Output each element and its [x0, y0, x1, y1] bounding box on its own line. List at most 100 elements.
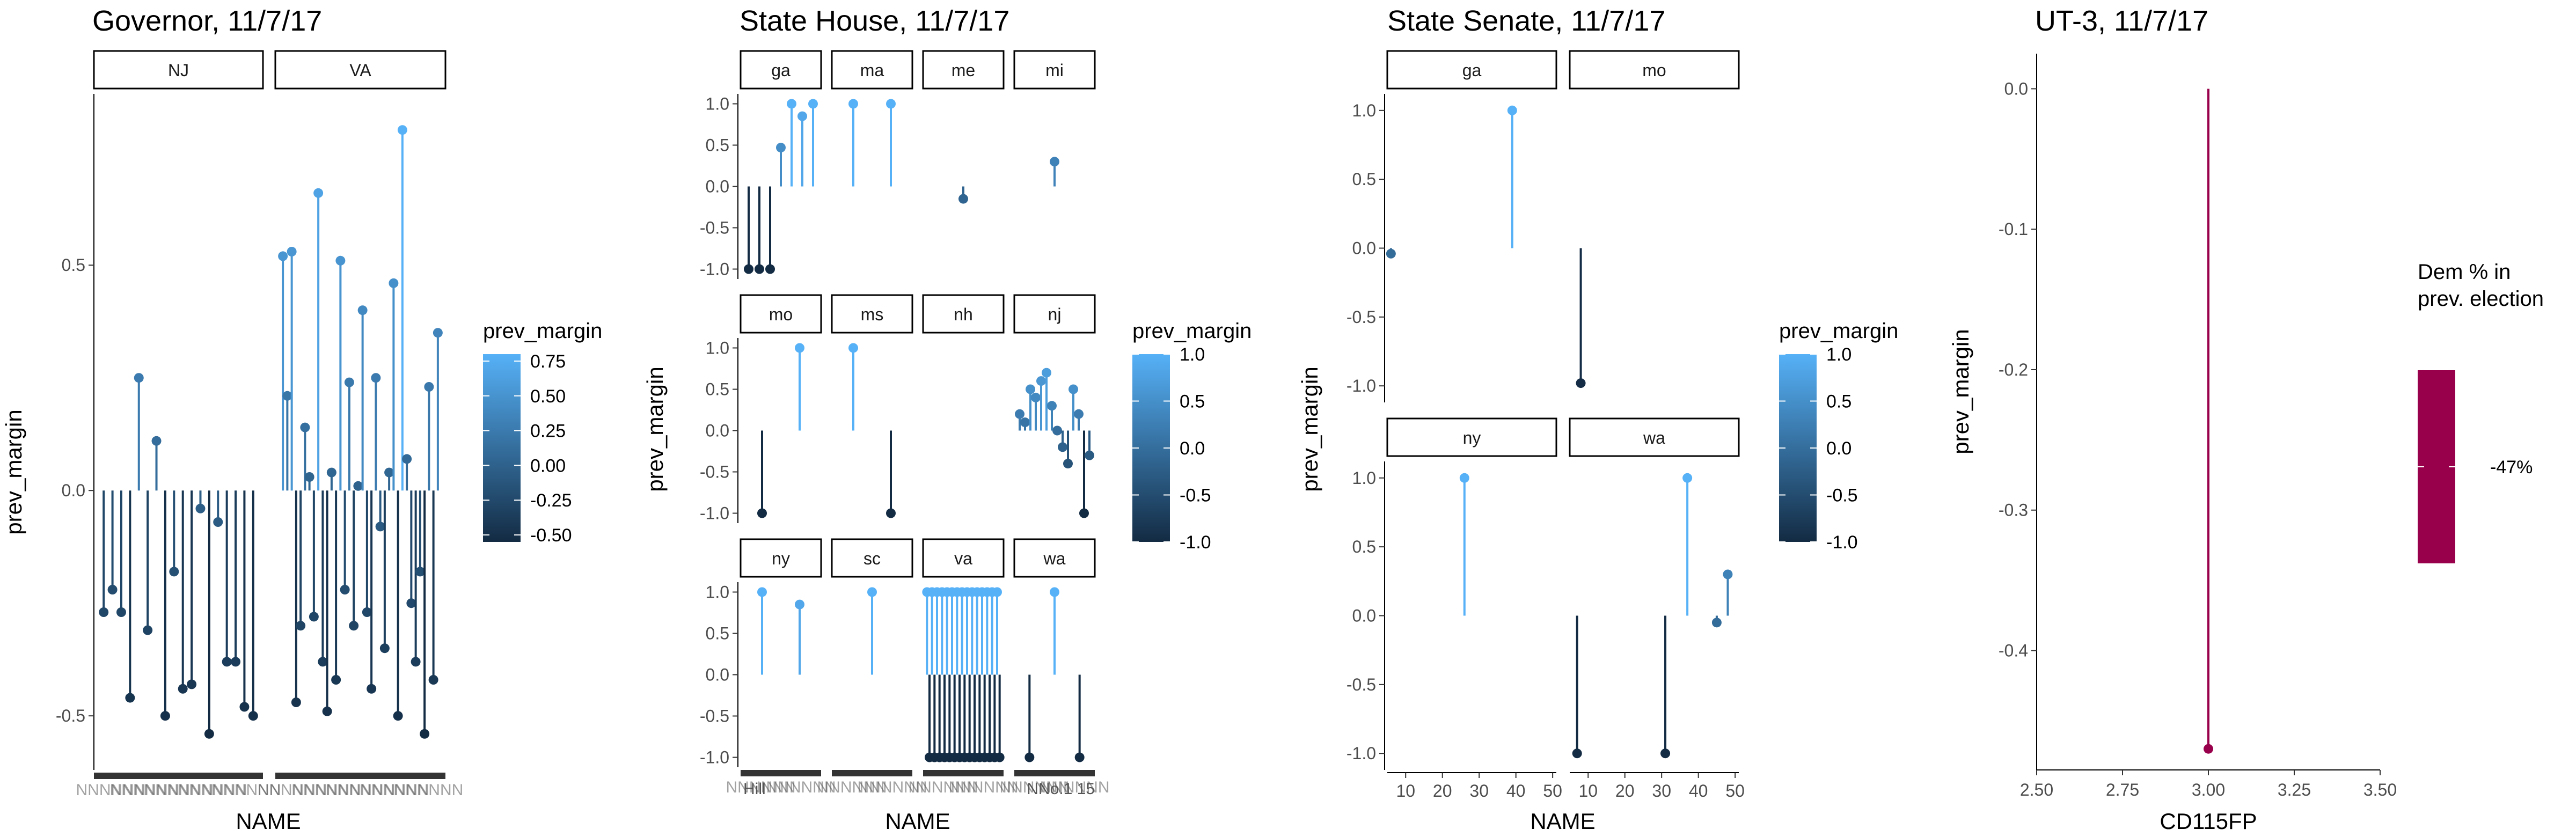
gov-x-tick-label: NNNNNN [76, 781, 146, 799]
chart-title-state-house: State House, 11/7/17 [740, 5, 1010, 37]
gov-nj-point [231, 657, 241, 667]
senate-row0-y-tick-label: -1.0 [1346, 376, 1376, 395]
gov-x-tick-label: NNNNNN [360, 781, 429, 799]
house-va-point [994, 752, 1005, 762]
house-facet-label: ga [771, 61, 791, 80]
senate-ga-point [1507, 105, 1517, 115]
house-wa-point [1024, 752, 1035, 762]
senate-ny-point [1459, 473, 1469, 483]
gov-nj-point [195, 503, 206, 513]
gov-nj-point [116, 607, 126, 617]
ut3-legend-title: prev. election [2418, 287, 2544, 311]
gov-va-point [389, 278, 399, 288]
house-mo-point [795, 343, 804, 353]
ut3-y-axis-title: prev_margin [1948, 329, 1973, 454]
gov-nj-point [99, 607, 109, 617]
gov-x-tick-label: NNNNNN [393, 781, 463, 799]
gov-legend-label: -0.50 [530, 525, 572, 546]
ut3-x-tick-label: 3.50 [2363, 780, 2397, 799]
gov-va-point [349, 621, 359, 631]
house-nj-point [1031, 392, 1041, 402]
gov-va-point [375, 522, 385, 532]
house-nj-point [1047, 401, 1057, 411]
house-ga-point [755, 264, 764, 274]
house-row1-y-tick-label: 0.0 [706, 421, 729, 440]
gov-legend-label: 0.25 [530, 421, 566, 442]
house-wa-point [1050, 587, 1059, 597]
gov-x-tick-label: NNNNNN [326, 781, 396, 799]
senate-wa-point [1572, 748, 1582, 759]
house-facet-strip [831, 538, 913, 578]
house-facet-strip [1013, 294, 1096, 334]
gov-legend-label: 0.00 [530, 456, 566, 476]
house-x-tick-band [832, 770, 912, 776]
gov-va-point [300, 422, 310, 432]
house-x-tick-label: Hill [743, 780, 766, 798]
senate-row1-y-tick-label: -1.0 [1346, 744, 1376, 763]
senate-legend-label: -0.5 [1826, 486, 1858, 506]
house-ga-point [776, 143, 786, 153]
house-row1-y-tick-label: -1.0 [700, 504, 729, 523]
gov-x-tick-label: NNNNNN [178, 781, 247, 799]
house-row2-y-tick-label: 1.0 [706, 582, 729, 601]
house-x-tick-band [741, 770, 821, 776]
senate-x-tick-label: 10 [1578, 781, 1598, 801]
ut3-x-tick-label: 2.75 [2106, 780, 2139, 799]
senate-x-tick-label: 20 [1615, 781, 1635, 801]
gov-va-point [420, 729, 430, 739]
gov-va-point [322, 706, 332, 716]
house-legend-label: -1.0 [1180, 532, 1211, 553]
gov-va-point [397, 125, 407, 135]
gov-va-point [304, 472, 314, 482]
senate-facet-strip [1386, 417, 1557, 457]
house-facet-strip [831, 50, 913, 90]
senate-row0-y-tick-label: 1.0 [1352, 101, 1376, 120]
house-nj-point [1058, 442, 1067, 452]
house-row2-y-tick-label: -1.0 [700, 748, 729, 767]
gov-va-point [344, 377, 354, 387]
ut3-y-tick-label: -0.1 [1999, 219, 2028, 239]
senate-x-tick-label: 30 [1652, 781, 1671, 801]
house-facet-strip [1013, 538, 1096, 578]
house-x-axis-title: NAME [885, 809, 950, 834]
gov-legend-label: 0.50 [530, 386, 566, 407]
house-ms-point [886, 508, 896, 518]
gov-va-point [331, 675, 341, 685]
senate-row1-y-tick-label: -0.5 [1346, 675, 1376, 694]
gov-nj-point [160, 711, 170, 721]
gov-x-tick-label: NNNNNN [258, 781, 327, 799]
senate-row0-y-tick-label: 0.0 [1352, 239, 1376, 258]
house-facet-label: wa [1043, 549, 1066, 568]
house-x-tick-label: NNNNNN [766, 779, 836, 796]
house-nj-point [1015, 409, 1024, 419]
house-wa-point [1074, 752, 1085, 762]
ut3-y-tick-label: -0.4 [1999, 641, 2028, 660]
senate-facet-label: wa [1643, 428, 1665, 447]
gov-va-point [433, 328, 443, 338]
gov-va-point [326, 467, 336, 478]
gov-nj-point [134, 373, 144, 383]
gov-nj-point [178, 684, 188, 694]
house-facet-strip [740, 50, 822, 90]
gov-va-point [415, 567, 425, 577]
house-ma-point [848, 99, 858, 109]
ut3-legend-label: -47% [2490, 457, 2533, 478]
house-legend-label: 1.0 [1180, 344, 1205, 365]
ut3-x-axis-title: CD115FP [2160, 809, 2257, 834]
house-x-tick-label: NNNNNN [726, 779, 796, 796]
gov-nj-point [125, 693, 135, 703]
senate-x-tick-label: 50 [1725, 781, 1745, 801]
house-facet-strip [740, 538, 822, 578]
gov-va-point [287, 247, 297, 256]
house-facet-label: mi [1045, 61, 1064, 80]
house-row1-y-tick-label: 0.5 [706, 379, 729, 399]
house-nj-point [1063, 459, 1073, 469]
gov-nj-point [213, 517, 223, 527]
house-x-tick-label: NNNNNN [1040, 779, 1110, 796]
senate-wa-point [1723, 569, 1733, 579]
gov-va-point [406, 598, 416, 608]
senate-y-axis-title: prev_margin [1297, 366, 1322, 491]
house-nj-point [1026, 384, 1035, 394]
